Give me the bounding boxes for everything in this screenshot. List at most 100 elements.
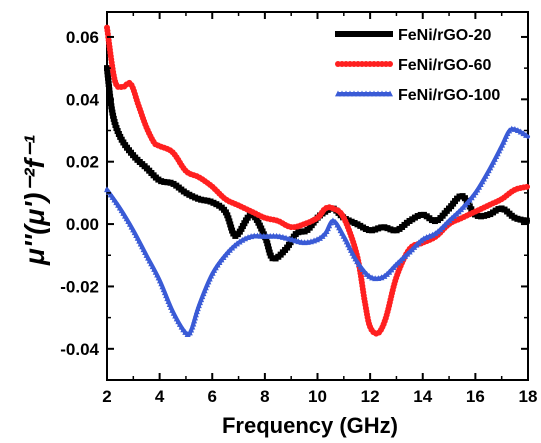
- data-point: [355, 90, 361, 97]
- x-tick-label: 14: [413, 387, 432, 406]
- data-point: [474, 212, 481, 219]
- x-tick-label: 6: [208, 387, 217, 406]
- data-point: [236, 238, 243, 245]
- data-point: [517, 216, 524, 223]
- series-3: [104, 125, 530, 338]
- data-point: [225, 215, 232, 222]
- legend-item: FeNi/rGO-100: [335, 87, 500, 104]
- data-point: [335, 90, 341, 97]
- legend-label: FeNi/rGO-100: [398, 87, 500, 104]
- data-point: [265, 246, 272, 253]
- x-tick-label: 12: [361, 387, 380, 406]
- y-tick-label: 0.00: [66, 215, 99, 234]
- legend-item: FeNi/rGO-60: [335, 57, 491, 74]
- data-point: [264, 240, 271, 247]
- data-point: [158, 178, 165, 185]
- data-point: [106, 87, 113, 94]
- data-point: [387, 90, 393, 97]
- data-point: [200, 290, 207, 297]
- data-point: [107, 100, 114, 107]
- data-point: [263, 237, 270, 244]
- data-point: [481, 212, 488, 219]
- data-point: [104, 68, 111, 75]
- data-point: [226, 218, 233, 225]
- data-point: [339, 90, 345, 97]
- data-point: [195, 195, 202, 202]
- data-point: [523, 131, 530, 138]
- data-point: [197, 299, 204, 306]
- data-point: [381, 272, 388, 279]
- data-point: [383, 31, 389, 37]
- data-point: [363, 31, 369, 37]
- data-point: [375, 225, 382, 232]
- data-point: [335, 31, 341, 37]
- data-point: [316, 234, 323, 241]
- series-markers: [104, 24, 530, 337]
- y-tick-label: 0.02: [66, 153, 99, 172]
- data-point: [343, 31, 349, 37]
- data-point: [387, 61, 393, 67]
- y-tick-label: 0.04: [66, 90, 100, 109]
- x-tick-label: 16: [466, 387, 485, 406]
- data-point: [298, 228, 305, 235]
- data-point: [417, 211, 424, 218]
- data-point: [108, 103, 115, 110]
- data-point: [104, 71, 111, 78]
- data-point: [432, 230, 439, 237]
- data-point: [108, 106, 115, 113]
- data-point: [347, 90, 353, 97]
- data-point: [375, 31, 381, 37]
- data-point: [199, 293, 206, 300]
- data-point: [347, 31, 353, 37]
- data-point: [194, 305, 201, 312]
- y-axis-label: μ''(μ')⁻²f⁻¹: [19, 135, 50, 266]
- data-point: [192, 311, 199, 318]
- x-tick-label: 8: [260, 387, 269, 406]
- data-point: [266, 249, 273, 256]
- data-point: [110, 115, 117, 122]
- data-point: [379, 31, 385, 37]
- data-point: [164, 179, 171, 186]
- data-point: [109, 109, 116, 116]
- x-tick-label: 4: [155, 387, 165, 406]
- data-point: [495, 206, 502, 213]
- x-tick-label: 10: [308, 387, 327, 406]
- data-point: [106, 84, 113, 91]
- data-point: [239, 236, 246, 243]
- data-point: [111, 118, 118, 125]
- data-point: [161, 178, 168, 185]
- data-point: [363, 90, 369, 97]
- data-point: [190, 320, 197, 327]
- y-tick-label: 0.06: [66, 28, 99, 47]
- data-point: [523, 183, 530, 190]
- legend-label: FeNi/rGO-20: [398, 27, 491, 44]
- legend-label: FeNi/rGO-60: [398, 57, 491, 74]
- series-markers: [104, 125, 530, 338]
- data-point: [359, 31, 365, 37]
- data-point: [339, 31, 345, 37]
- data-point: [362, 225, 369, 232]
- data-point: [359, 90, 365, 97]
- data-point: [428, 217, 435, 224]
- legend-item: FeNi/rGO-20: [335, 27, 491, 44]
- y-tick-label: -0.04: [60, 340, 99, 359]
- x-tick-label: 2: [102, 387, 111, 406]
- data-point: [201, 197, 208, 204]
- data-point: [383, 90, 389, 97]
- data-point: [387, 31, 393, 37]
- data-point: [367, 31, 373, 37]
- data-point: [418, 237, 425, 244]
- y-tick-label: -0.02: [60, 277, 99, 296]
- data-point: [414, 213, 421, 220]
- x-tick-label: 18: [519, 387, 538, 406]
- data-point: [195, 302, 202, 309]
- data-point: [355, 31, 361, 37]
- data-point: [193, 308, 200, 315]
- data-point: [110, 112, 117, 119]
- data-point: [520, 217, 527, 224]
- data-point: [523, 217, 530, 224]
- data-point: [477, 213, 484, 220]
- data-point: [381, 224, 388, 231]
